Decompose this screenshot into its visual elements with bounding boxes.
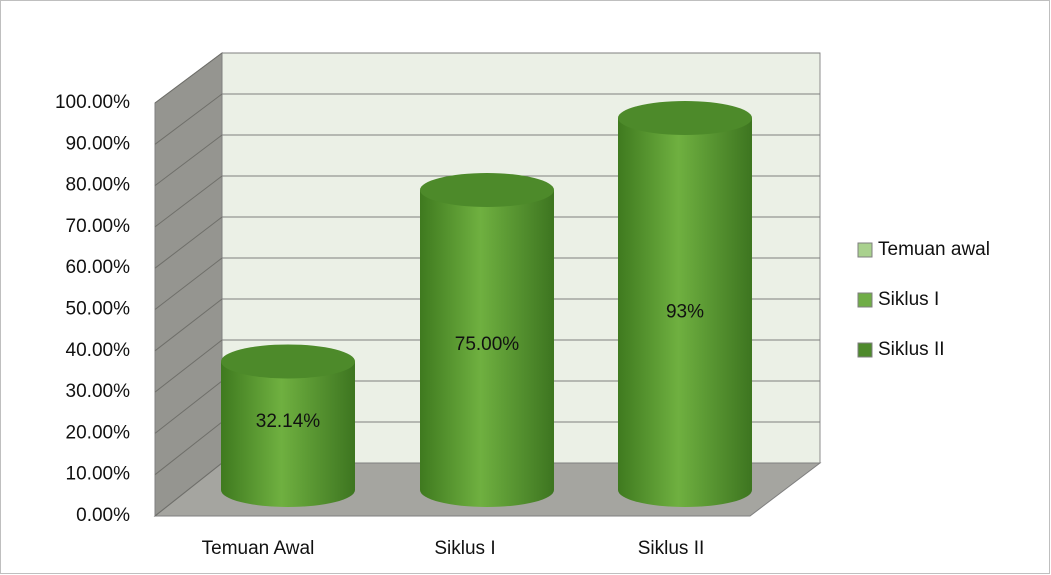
- grid-line: [154, 175, 223, 228]
- y-tick-label: 80.00%: [66, 175, 131, 196]
- value-label: 75.00%: [455, 334, 520, 355]
- y-tick-label: 10.00%: [66, 464, 131, 485]
- bar: [221, 344, 355, 507]
- grid-line: [154, 93, 223, 145]
- grid-line: [154, 257, 223, 310]
- grid-line: [154, 380, 223, 434]
- y-tick-label: 20.00%: [66, 422, 131, 443]
- legend-swatch: [857, 242, 873, 258]
- y-tick-label: 0.00%: [76, 505, 130, 526]
- grid-line: [154, 462, 223, 517]
- bar-part: [221, 361, 355, 507]
- grid-line: [154, 216, 223, 269]
- grid-line: [154, 134, 223, 186]
- bar-part: [221, 344, 355, 379]
- x-tick-label: Siklus II: [638, 538, 705, 559]
- bar-part: [420, 173, 554, 207]
- bar-part: [618, 101, 752, 135]
- y-tick-label: 70.00%: [66, 216, 131, 237]
- legend-label: Siklus II: [878, 339, 945, 360]
- legend-swatch: [857, 292, 873, 308]
- y-tick-label: 90.00%: [66, 133, 131, 154]
- y-tick-label: 30.00%: [66, 381, 131, 402]
- y-tick-label: 60.00%: [66, 257, 131, 278]
- y-tick-label: 50.00%: [66, 299, 131, 320]
- grid-line: [154, 52, 223, 104]
- x-tick-label: Siklus I: [434, 538, 495, 559]
- y-tick-label: 100.00%: [55, 92, 130, 113]
- legend-label: Temuan awal: [878, 239, 990, 260]
- legend-label: Siklus I: [878, 289, 939, 310]
- x-tick-label: Temuan Awal: [202, 538, 315, 559]
- value-label: 32.14%: [256, 411, 321, 432]
- legend-swatch: [857, 342, 873, 358]
- value-label: 93%: [666, 302, 704, 323]
- y-tick-label: 40.00%: [66, 340, 131, 361]
- bar: [420, 173, 554, 507]
- bar-part: [420, 190, 554, 507]
- side-wall: [154, 52, 223, 518]
- grid-line: [154, 421, 223, 476]
- grid-line: [154, 339, 223, 393]
- grid-line: [154, 298, 223, 352]
- bar: [618, 101, 752, 507]
- bar-part: [618, 118, 752, 507]
